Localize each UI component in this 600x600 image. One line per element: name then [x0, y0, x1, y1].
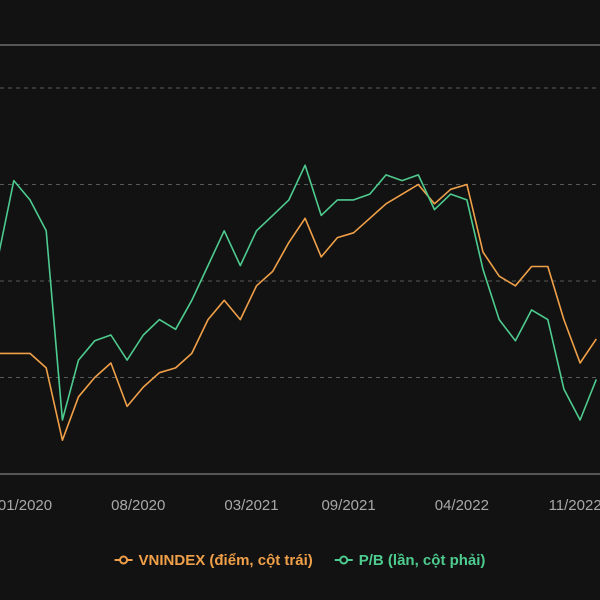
- x-tick-label: 04/2022: [435, 497, 489, 514]
- x-axis: 01/2020 08/2020 03/2021 09/2021 04/2022 11/20…: [0, 497, 600, 514]
- x-tick-label: 03/2021: [224, 497, 278, 514]
- legend-marker: [119, 555, 129, 565]
- legend-marker: [339, 555, 349, 565]
- legend-label: VNINDEX (điểm, cột trái): [139, 552, 313, 569]
- plot-area: [0, 164, 598, 441]
- x-tick-label: 09/2021: [321, 497, 375, 514]
- grid: [0, 87, 600, 475]
- series-line: [0, 183, 597, 441]
- legend: VNINDEX (điểm, cột trái) P/B (lần, cột ph…: [114, 552, 486, 569]
- x-tick-label: 01/2020: [0, 497, 52, 514]
- legend-item: P/B (lần, cột phải): [334, 552, 486, 569]
- x-tick-label: 08/2020: [111, 497, 165, 514]
- series-line: [0, 164, 598, 421]
- x-tick-label: 11/2022: [549, 497, 600, 514]
- legend-item: VNINDEX (điểm, cột trái): [114, 552, 313, 569]
- legend-label: P/B (lần, cột phải): [359, 552, 486, 569]
